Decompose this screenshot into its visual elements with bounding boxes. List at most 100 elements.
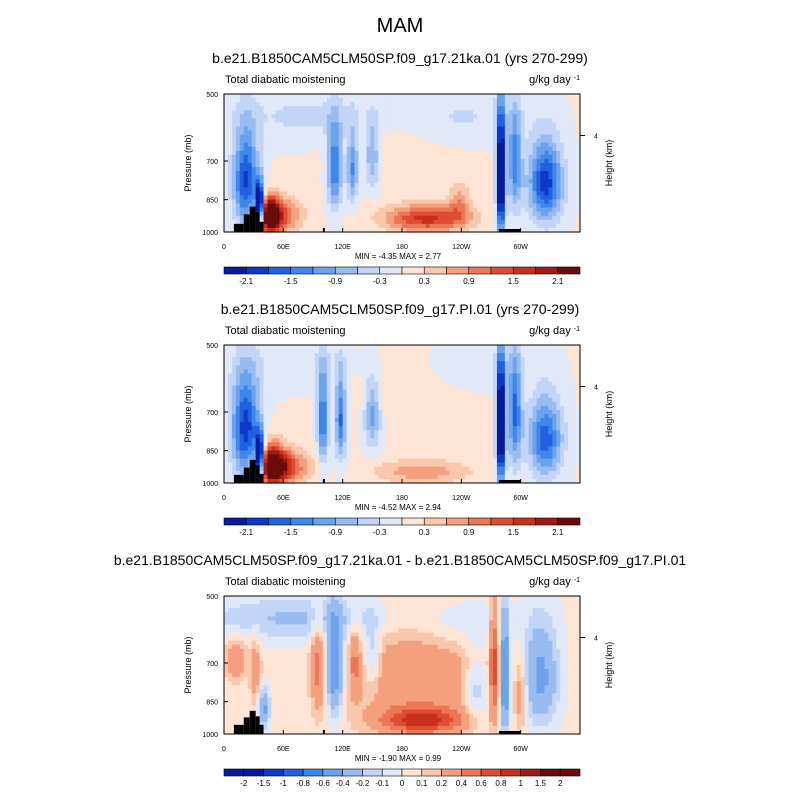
field-cell: [338, 122, 344, 128]
field-cell: [500, 98, 506, 103]
field-cell: [469, 401, 474, 407]
field-cell: [263, 179, 269, 184]
field-cell: [457, 211, 462, 217]
field-cell: [445, 199, 451, 205]
field-cell: [279, 414, 284, 419]
field-cell: [473, 426, 478, 431]
field-cell: [564, 130, 569, 136]
field-cell: [283, 215, 288, 221]
field-cell: [247, 353, 253, 358]
field-cell: [417, 345, 423, 350]
field-cell: [342, 377, 348, 383]
field-cell: [275, 405, 280, 411]
field-cell: [520, 142, 526, 148]
field-cell: [299, 118, 304, 124]
field-cell: [358, 219, 364, 225]
field-cell: [279, 405, 284, 411]
field-cell: [247, 106, 253, 111]
field-cell: [354, 389, 360, 395]
field-cell: [378, 373, 383, 379]
field-cell: [540, 377, 545, 383]
field-cell: [516, 195, 522, 201]
field-cell: [358, 187, 364, 193]
field-cell: [572, 365, 577, 370]
field-cell: [231, 199, 237, 205]
field-cell: [366, 409, 371, 415]
field-cell: [235, 171, 241, 176]
field-cell: [489, 102, 494, 107]
field-cell: [421, 150, 427, 156]
field-cell: [382, 199, 387, 205]
field-cell: [465, 409, 470, 415]
field-cell: [239, 114, 245, 119]
field-cell: [524, 114, 530, 119]
field-cell: [362, 215, 367, 221]
field-cell: [465, 211, 470, 217]
field-cell: [496, 179, 502, 184]
field-cell: [382, 195, 387, 201]
field-cell: [429, 393, 435, 399]
field-cell: [409, 203, 415, 209]
field-cell: [540, 349, 545, 354]
field-cell: [287, 385, 292, 391]
field-cell: [318, 199, 324, 205]
field-cell: [576, 365, 581, 370]
field-cell: [358, 175, 364, 180]
field-cell: [496, 401, 502, 407]
field-cell: [485, 353, 490, 358]
field-cell: [556, 215, 561, 221]
field-cell: [425, 126, 431, 132]
field-cell: [429, 106, 435, 111]
field-cell: [532, 349, 538, 354]
field-cell: [291, 106, 296, 111]
field-cell: [544, 134, 549, 140]
field-cell: [307, 215, 312, 221]
field-cell: [314, 203, 320, 209]
field-cell: [402, 150, 407, 156]
field-cell: [465, 126, 470, 132]
field-cell: [524, 414, 530, 419]
field-cell: [338, 418, 344, 423]
field-cell: [481, 110, 486, 115]
field-cell: [481, 215, 486, 221]
field-cell: [437, 138, 443, 144]
field-cell: [366, 385, 371, 391]
field-cell: [564, 223, 569, 229]
field-cell: [437, 361, 443, 366]
field-cell: [425, 142, 431, 148]
field-cell: [500, 211, 506, 217]
field-cell: [453, 158, 458, 164]
field-cell: [552, 191, 557, 197]
field-cell: [378, 389, 383, 395]
topography: [322, 227, 325, 232]
min-max-stats: MIN = -4.35 MAX = 2.77: [355, 252, 442, 261]
field-cell: [314, 405, 320, 411]
field-cell: [275, 106, 280, 111]
field-cell: [259, 122, 265, 128]
field-cell: [398, 122, 403, 128]
field-cell: [295, 118, 300, 124]
field-cell: [433, 345, 439, 350]
field-cell: [469, 138, 474, 144]
field-cell: [251, 163, 257, 168]
field-cell: [433, 199, 439, 205]
field-cell: [350, 215, 356, 221]
field-cell: [481, 357, 486, 362]
field-cell: [504, 175, 510, 180]
field-cell: [224, 385, 229, 391]
field-cell: [528, 418, 534, 423]
field-cell: [259, 106, 265, 111]
field-cell: [227, 385, 233, 391]
field-cell: [235, 373, 241, 379]
field-cell: [548, 163, 553, 168]
field-cell: [346, 409, 352, 415]
field-cell: [449, 163, 455, 168]
field-cell: [366, 219, 371, 225]
field-cell: [295, 110, 300, 115]
field-cell: [449, 365, 455, 370]
panel-title: b.e21.B1850CAM5CLM50SP.f09_g17.PI.01 (yr…: [221, 301, 580, 317]
field-cell: [330, 381, 336, 387]
field-cell: [568, 94, 573, 99]
field-cell: [287, 345, 292, 350]
field-cell: [394, 422, 399, 427]
